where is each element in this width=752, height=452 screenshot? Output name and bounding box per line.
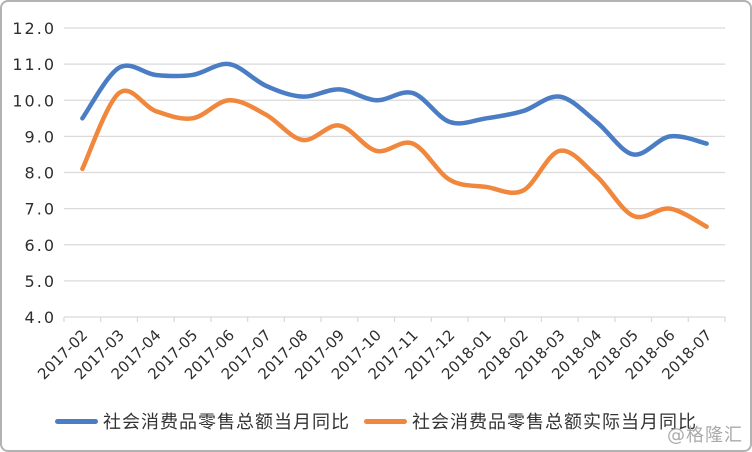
y-axis-tick-label: 10.0 [12, 91, 56, 110]
y-axis-tick-label: 8.0 [25, 164, 56, 183]
legend-line-swatch [55, 418, 98, 424]
watermark: @格隆汇 [667, 425, 743, 446]
y-axis-tick-label: 12.0 [12, 19, 56, 38]
series-line-nominal [80, 61, 709, 157]
chart-legend: 社会消费品零售总额当月同比 社会消费品零售总额实际当月同比 [2, 408, 750, 434]
y-axis-tick-label: 7.0 [25, 200, 56, 219]
legend-item: 社会消费品零售总额当月同比 [55, 408, 350, 434]
y-axis-tick-label: 6.0 [25, 236, 56, 255]
legend-item: 社会消费品零售总额实际当月同比 [364, 408, 697, 434]
legend-label: 社会消费品零售总额实际当月同比 [412, 412, 697, 433]
legend-line-swatch [364, 418, 407, 424]
y-axis-tick-label: 9.0 [25, 127, 56, 146]
series-line-real [80, 88, 709, 229]
y-axis-tick-label: 4.0 [25, 308, 56, 327]
legend-label: 社会消费品零售总额当月同比 [103, 412, 350, 433]
y-axis-tick-label: 5.0 [25, 272, 56, 291]
y-axis-tick-label: 11.0 [12, 55, 56, 74]
